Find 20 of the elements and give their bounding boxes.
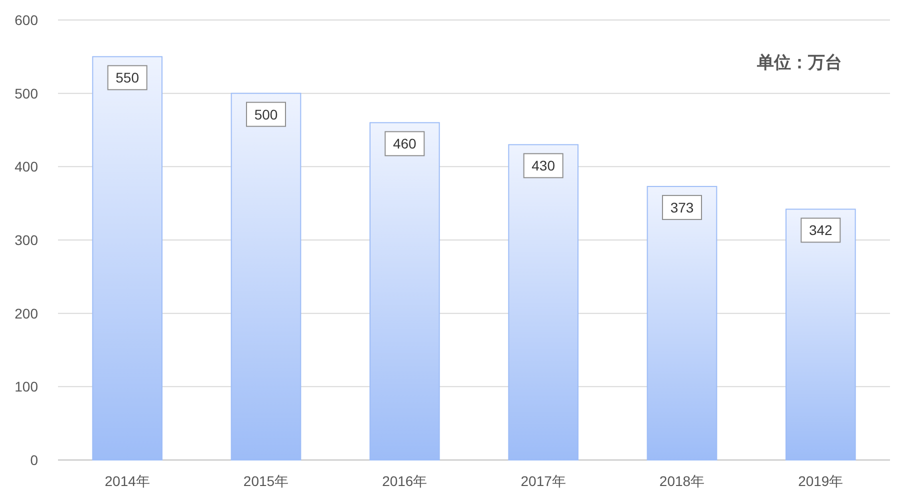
ytick: 0	[30, 452, 38, 468]
xtick: 2016年	[382, 473, 428, 489]
ytick: 500	[14, 85, 38, 102]
xtick: 2019年	[798, 473, 844, 489]
data-label: 550	[116, 70, 140, 86]
xtick: 2018年	[659, 473, 705, 489]
data-label: 500	[254, 106, 278, 122]
data-label: 373	[670, 199, 694, 216]
data-label: 460	[392, 136, 416, 152]
data-label: 342	[808, 222, 832, 238]
xtick: 2015年	[243, 473, 289, 489]
ytick: 600	[14, 12, 38, 28]
ytick: 300	[14, 232, 38, 248]
xtick: 2017年	[520, 473, 566, 489]
ytick: 400	[14, 158, 38, 175]
data-label: 430	[532, 158, 556, 174]
annotation: 单位：万台	[757, 53, 842, 72]
ytick: 100	[14, 378, 38, 395]
ytick: 200	[14, 305, 38, 322]
xtick: 2014年	[104, 473, 150, 489]
